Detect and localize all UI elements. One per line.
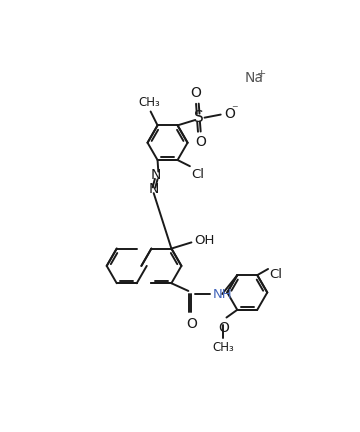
Text: OH: OH [194,235,215,248]
Text: O: O [186,317,197,331]
Text: O: O [218,321,229,335]
Text: ⁻: ⁻ [231,103,238,117]
Text: CH₃: CH₃ [138,96,160,109]
Text: N: N [151,168,161,182]
Text: Cl: Cl [270,268,283,281]
Text: Cl: Cl [192,168,204,181]
Text: O: O [190,86,202,100]
Text: Na: Na [244,71,264,85]
Text: CH₃: CH₃ [212,340,234,354]
Text: N: N [149,182,159,196]
Text: NH: NH [213,288,233,301]
Text: S: S [194,110,204,125]
Text: O: O [195,135,206,149]
Text: O: O [224,107,235,121]
Text: +: + [257,69,266,79]
